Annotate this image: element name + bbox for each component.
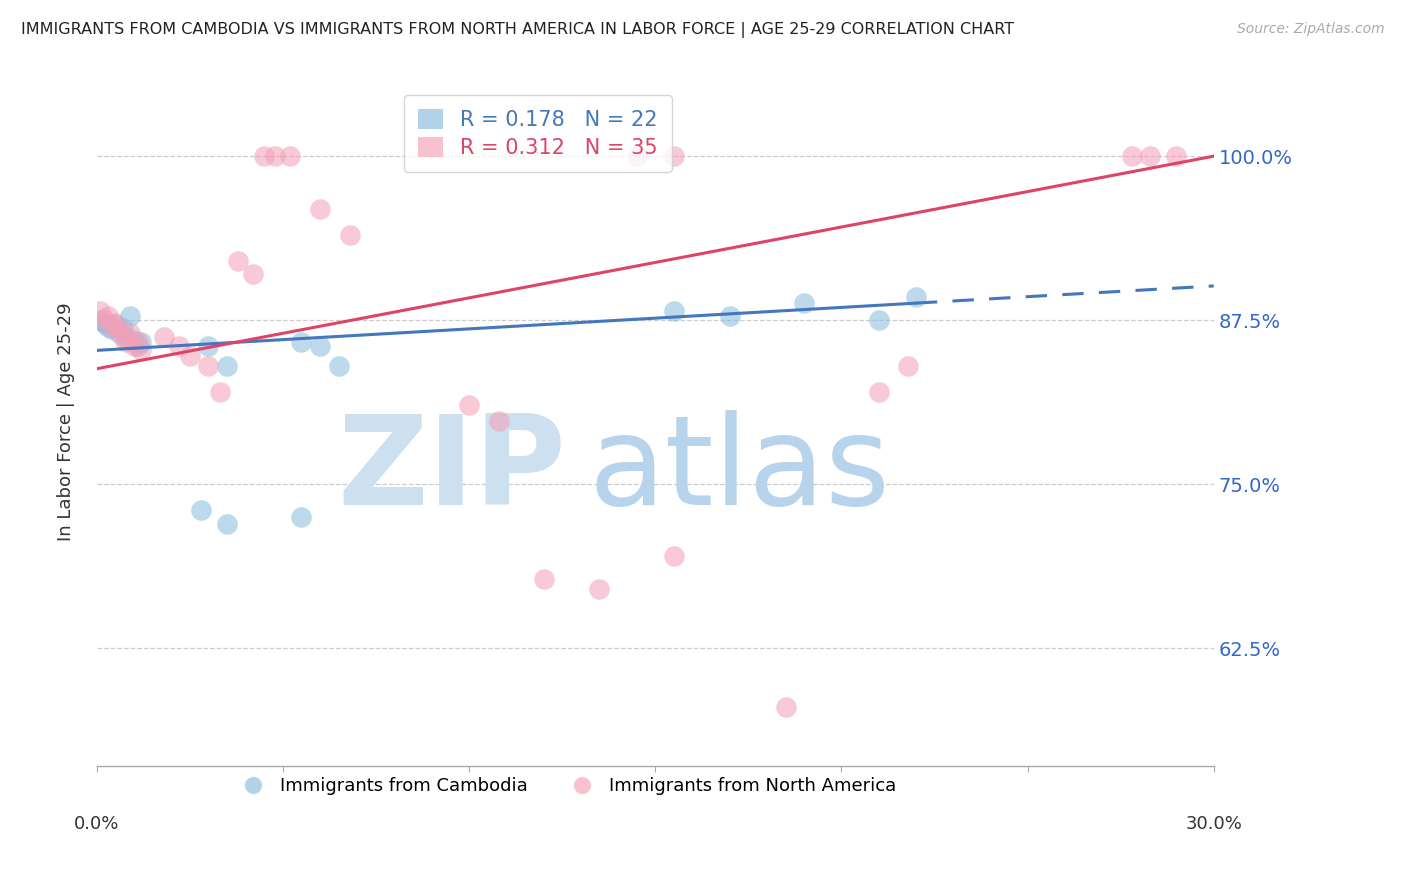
Point (93, 311, 115, 326)
Point (278, 149, 301, 163)
Point (662, 549, 685, 564)
Point (904, 289, 927, 303)
Point (290, 510, 312, 524)
Point (115, 335, 138, 350)
Text: Source: ZipAtlas.com: Source: ZipAtlas.com (1237, 22, 1385, 37)
Point (1121, 149, 1143, 163)
Point (131, 335, 153, 350)
Point (868, 385, 890, 400)
Point (127, 339, 149, 353)
Point (190, 503, 212, 517)
Point (127, 335, 149, 350)
Point (264, 149, 287, 163)
Point (93, 316, 115, 330)
Point (328, 359, 350, 373)
Point (226, 254, 249, 268)
Point (100, 319, 122, 334)
Text: 30.0%: 30.0% (1185, 814, 1241, 832)
Point (215, 516, 238, 531)
Point (108, 326, 131, 341)
Point (1139, 149, 1161, 163)
Point (215, 359, 238, 373)
Point (104, 317, 127, 331)
Point (897, 359, 920, 373)
Text: 0.0%: 0.0% (75, 814, 120, 832)
Point (120, 326, 142, 341)
Point (122, 333, 145, 347)
Text: atlas: atlas (588, 409, 890, 531)
Point (242, 267, 264, 281)
Point (97, 319, 120, 334)
Point (97, 310, 120, 324)
Point (533, 572, 555, 586)
Y-axis label: In Labor Force | Age 25-29: In Labor Force | Age 25-29 (58, 302, 75, 541)
Point (111, 321, 134, 335)
Point (1166, 149, 1188, 163)
Point (458, 399, 481, 413)
Point (488, 414, 510, 428)
Point (662, 304, 685, 318)
Point (100, 322, 122, 336)
Point (588, 582, 610, 597)
Point (152, 330, 174, 344)
Point (309, 202, 332, 216)
Point (662, 149, 685, 163)
Point (131, 343, 153, 358)
Point (718, 310, 741, 324)
Point (120, 310, 142, 324)
Point (793, 296, 815, 310)
Point (626, 149, 648, 163)
Point (179, 349, 201, 363)
Point (868, 313, 890, 327)
Point (167, 339, 190, 353)
Text: IMMIGRANTS FROM CAMBODIA VS IMMIGRANTS FROM NORTH AMERICA IN LABOR FORCE | AGE 2: IMMIGRANTS FROM CAMBODIA VS IMMIGRANTS F… (21, 22, 1014, 38)
Point (253, 149, 276, 163)
Point (339, 227, 361, 242)
Point (108, 322, 131, 336)
Point (89, 313, 111, 327)
Point (104, 316, 127, 330)
Legend: Immigrants from Cambodia, Immigrants from North America: Immigrants from Cambodia, Immigrants fro… (228, 770, 904, 802)
Point (290, 335, 312, 350)
Text: ZIP: ZIP (337, 409, 565, 531)
Point (115, 330, 138, 344)
Point (197, 339, 219, 353)
Point (775, 700, 797, 714)
Point (309, 339, 332, 353)
Point (122, 339, 145, 353)
Point (89, 304, 111, 318)
Point (111, 330, 134, 344)
Point (208, 385, 231, 400)
Point (197, 359, 219, 373)
